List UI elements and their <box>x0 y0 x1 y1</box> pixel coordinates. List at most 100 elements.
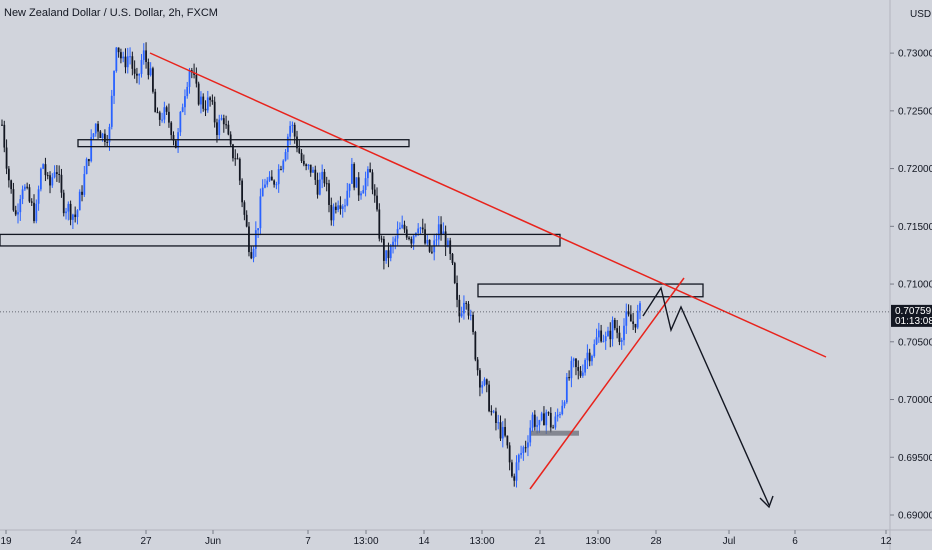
candle-body <box>55 172 58 175</box>
candle-body <box>44 164 47 176</box>
y-tick-label: 0.73000 <box>898 49 932 60</box>
candle-body <box>163 107 166 120</box>
candle-body <box>168 111 170 123</box>
candle-body <box>584 360 587 373</box>
demand-zone-rect <box>531 430 579 436</box>
candle-body <box>133 68 136 74</box>
candle-body <box>460 313 463 317</box>
candle-body <box>321 171 324 180</box>
candle-body <box>296 136 298 149</box>
candle-body <box>632 321 635 324</box>
candle-body <box>115 47 118 71</box>
candle-body <box>117 47 120 53</box>
candle-body <box>266 180 269 185</box>
candle-body <box>238 158 241 181</box>
candle-body <box>456 282 458 300</box>
candle-body <box>186 86 189 97</box>
candle-body <box>543 413 545 426</box>
candle-body <box>355 177 358 188</box>
candle-body <box>506 435 509 446</box>
candle-body <box>97 123 99 132</box>
candle-body <box>165 107 168 112</box>
candle-body <box>467 303 470 316</box>
candle-body <box>90 137 93 162</box>
candle-body <box>53 172 56 178</box>
candle-body <box>504 427 506 436</box>
candle-body <box>209 97 211 101</box>
candle-body <box>241 180 244 203</box>
candle-body <box>609 330 612 340</box>
candle-body <box>382 238 385 261</box>
candle-body <box>481 384 484 388</box>
candle-body <box>472 314 474 332</box>
candle-body <box>60 174 63 193</box>
candle-body <box>618 332 621 342</box>
candle-body <box>104 133 106 142</box>
candle-body <box>597 330 600 338</box>
candle-body <box>110 95 113 127</box>
zone-rect <box>77 139 410 148</box>
candle-body <box>515 462 518 481</box>
candle-body <box>378 209 381 239</box>
candle-body <box>497 422 500 424</box>
candle-body <box>81 191 83 195</box>
projection-path <box>642 286 770 506</box>
candle-body <box>259 196 262 229</box>
candle-body <box>437 224 440 240</box>
candle-body <box>312 169 314 173</box>
candle-body <box>156 112 159 114</box>
candle-body <box>161 119 163 121</box>
candle-body <box>298 148 301 153</box>
candle-body <box>3 124 6 148</box>
candle-body <box>629 314 632 322</box>
candle-body <box>401 224 404 228</box>
candle-body <box>307 164 310 167</box>
y-tick-label: 0.71500 <box>898 222 932 233</box>
candle-body <box>300 152 303 161</box>
candle-body <box>87 159 90 162</box>
candle-body <box>17 212 19 215</box>
candle-body <box>559 414 561 416</box>
candle-body <box>30 201 33 203</box>
candle-body <box>410 239 413 244</box>
candle-body <box>520 453 522 455</box>
candle-body <box>533 414 536 427</box>
candle-body <box>330 204 333 221</box>
candle-body <box>602 341 605 343</box>
candle-body <box>469 314 472 316</box>
candle-body <box>94 123 97 134</box>
candle-body <box>531 414 534 428</box>
candle-body <box>282 160 285 170</box>
candle-body <box>600 330 603 342</box>
candle-body <box>248 226 250 253</box>
candle-body <box>426 239 429 244</box>
candle-body <box>639 303 641 311</box>
x-tick-label: 19 <box>0 536 12 547</box>
y-tick-label: 0.70000 <box>898 395 932 406</box>
candle-body <box>565 377 568 403</box>
candle-body <box>236 158 239 160</box>
resistance-trendline <box>149 52 827 358</box>
candle-body <box>547 412 550 414</box>
candle-body <box>616 328 619 333</box>
candle-body <box>302 160 305 165</box>
candle-body <box>611 319 614 340</box>
candle-body <box>122 56 125 59</box>
x-tick-label: Jul <box>723 536 736 547</box>
candle-body <box>26 186 29 188</box>
x-tick-label: 13:00 <box>585 536 610 547</box>
candle-body <box>442 231 445 235</box>
candle-body <box>385 250 388 261</box>
zone-rect <box>477 283 704 298</box>
last-price-tag <box>891 304 932 327</box>
candle-body <box>625 311 628 326</box>
candle-body <box>35 203 38 222</box>
candle-body <box>234 158 237 160</box>
candle-body <box>334 206 337 210</box>
candle-body <box>270 176 273 181</box>
candle-body <box>346 190 349 206</box>
candle-body <box>524 447 527 449</box>
candle-body <box>252 248 255 259</box>
candle-body <box>380 238 383 240</box>
